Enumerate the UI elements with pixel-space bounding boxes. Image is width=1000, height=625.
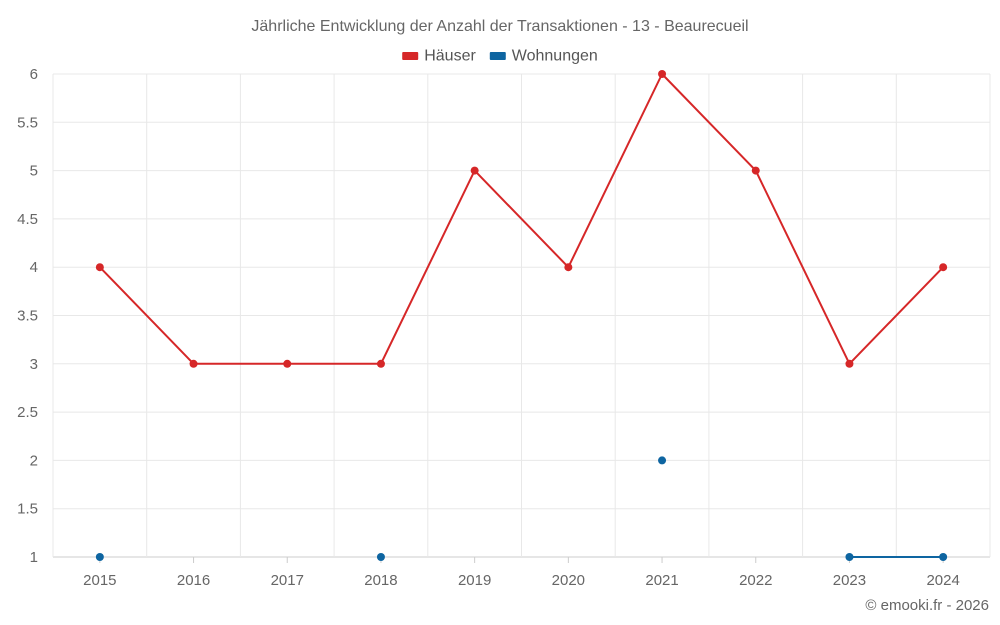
data-point[interactable] [470,166,479,175]
y-tick-label: 6 [30,66,38,83]
y-axis: 1 1.5 2 2.5 3 3.5 4 4.5 5 5.5 6 [17,66,38,566]
series-1 [95,70,948,368]
x-tick-label: 2019 [458,572,491,589]
legend-swatch [402,52,419,60]
y-tick-label: 2 [30,452,38,469]
x-tick-label: 2016 [177,572,210,589]
data-point[interactable] [658,456,667,465]
legend-item[interactable]: Wohnungen [489,48,598,65]
data-point[interactable] [939,553,948,561]
legend-label: Häuser [424,48,476,65]
data-point[interactable] [845,359,854,368]
legend-label: Wohnungen [512,48,598,65]
x-tick-label: 2024 [926,572,959,589]
data-point[interactable] [376,359,385,368]
y-tick-label: 5 [30,163,38,180]
x-tick-label: 2020 [552,572,585,589]
chart-title: Jährliche Entwicklung der Anzahl der Tra… [251,18,748,35]
data-point[interactable] [658,70,667,78]
x-tick-label: 2015 [83,572,116,589]
y-tick-label: 1 [30,549,38,566]
data-point[interactable] [376,553,385,561]
x-tick-label: 2018 [364,572,397,589]
data-point[interactable] [283,359,292,368]
x-tick-label: 2017 [271,572,304,589]
y-tick-label: 2.5 [17,404,38,421]
legend-swatch [489,52,506,60]
data-point[interactable] [939,263,948,272]
x-tick-label: 2023 [833,572,866,589]
data-point[interactable] [189,359,198,368]
series-layer [95,70,948,561]
y-tick-label: 1.5 [17,501,38,518]
x-tick-label: 2021 [645,572,678,589]
data-point[interactable] [845,553,854,561]
legend-item[interactable]: Häuser [402,48,476,65]
data-point[interactable] [564,263,573,272]
grid [52,73,991,558]
legend: Häuser Wohnungen [402,48,598,65]
series-2 [95,456,948,561]
x-tick-label: 2022 [739,572,772,589]
data-point[interactable] [95,553,104,561]
data-point[interactable] [95,263,104,272]
y-tick-label: 4 [30,259,38,276]
y-tick-label: 3.5 [17,308,38,325]
series-line [99,73,944,365]
credit: © emooki.fr - 2026 [865,597,989,614]
x-axis: 2015 2016 2017 2018 2019 2020 2021 2022 2023 2024 [83,557,960,589]
y-tick-label: 5.5 [17,114,38,131]
y-tick-label: 4.5 [17,211,38,228]
y-tick-label: 3 [30,356,38,373]
data-point[interactable] [751,166,760,175]
